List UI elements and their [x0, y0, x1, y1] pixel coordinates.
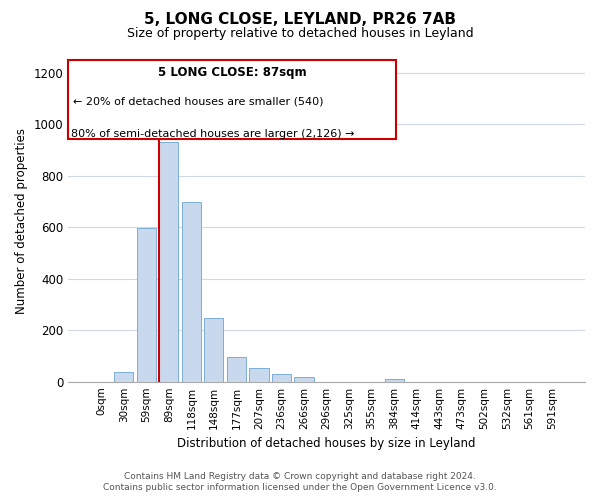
FancyBboxPatch shape — [68, 60, 397, 139]
Bar — [182, 202, 201, 382]
Text: Contains public sector information licensed under the Open Government Licence v3: Contains public sector information licen… — [103, 484, 497, 492]
Bar — [205, 318, 223, 382]
Bar — [114, 372, 133, 382]
Bar — [272, 374, 291, 382]
Y-axis label: Number of detached properties: Number of detached properties — [15, 128, 28, 314]
Text: 80% of semi-detached houses are larger (2,126) →: 80% of semi-detached houses are larger (… — [71, 129, 354, 139]
Text: ← 20% of detached houses are smaller (540): ← 20% of detached houses are smaller (54… — [73, 97, 324, 107]
Text: 5, LONG CLOSE, LEYLAND, PR26 7AB: 5, LONG CLOSE, LEYLAND, PR26 7AB — [144, 12, 456, 28]
Bar — [159, 142, 178, 382]
Bar — [227, 357, 246, 382]
Bar — [250, 368, 269, 382]
Bar — [295, 377, 314, 382]
Text: Contains HM Land Registry data © Crown copyright and database right 2024.: Contains HM Land Registry data © Crown c… — [124, 472, 476, 481]
Bar — [385, 379, 404, 382]
X-axis label: Distribution of detached houses by size in Leyland: Distribution of detached houses by size … — [178, 437, 476, 450]
Text: Size of property relative to detached houses in Leyland: Size of property relative to detached ho… — [127, 28, 473, 40]
Bar — [137, 228, 156, 382]
Text: 5 LONG CLOSE: 87sqm: 5 LONG CLOSE: 87sqm — [158, 66, 307, 80]
